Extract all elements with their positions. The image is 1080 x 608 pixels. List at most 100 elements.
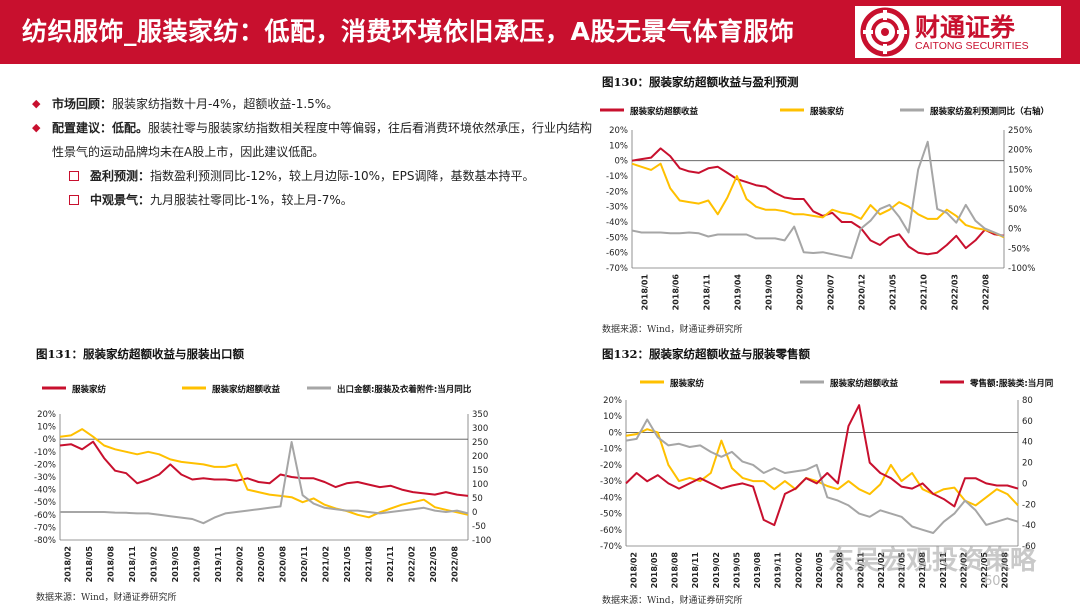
y2-tick-label: 60 [1022,417,1033,427]
y-tick-label: -60% [606,249,628,259]
x-tick-label: 2019/02 [712,552,721,588]
x-tick-label: 2018/08 [671,552,680,588]
legend-label: 服装家纺 [670,378,705,389]
x-tick-label: 2022/05 [980,552,989,588]
diamond-bullet-icon: ◆ [32,97,41,110]
legend-label: 服装家纺 [72,384,107,395]
y2-tick-label: -100 [472,536,491,546]
x-tick-label: 2022/05 [429,546,438,583]
x-tick-label: 2020/02 [796,274,805,310]
bullet-market-review: ◆ 市场回顾：服装家纺指数十月-4%，超额收益-1.5%。 [32,92,597,116]
x-tick-label: 2020/12 [858,274,867,310]
x-tick-label: 2020/02 [794,552,803,588]
x-tick-label: 2022/02 [407,546,416,582]
x-tick-label: 2019/08 [193,546,202,583]
series-line [631,147,1005,256]
y-tick-label: 10% [37,423,56,433]
x-tick-label: 2018/06 [672,274,681,311]
series-line [60,441,469,525]
x-tick-label: 2021/02 [877,552,886,588]
y2-tick-label: 100 [472,480,488,490]
chart-fig132: 服装家纺 服装家纺超额收益 零售额:服装类:当月同比 20% 10% 0% -10% -20%… [600,378,1054,588]
x-tick-label: 2020/08 [278,546,287,583]
x-tick-label: 2018/05 [650,552,659,588]
bullet-label: 配置建议：低配。 [52,121,149,135]
legend-label: 零售额:服装类:当月同比 [969,378,1054,389]
x-tick-label: 2019/09 [765,274,774,311]
y2-tick-label: 200% [1008,146,1032,156]
x-tick-label: 2018/11 [703,274,712,311]
series-line [625,404,1019,527]
series-line [625,418,1019,534]
legend-label: 服装家纺 [810,106,845,117]
x-tick-label: 2021/05 [343,546,352,583]
bullet-text: 服装家纺指数十月-4%，超额收益-1.5%。 [112,97,339,111]
diamond-bullet-icon: ◆ [32,121,41,134]
y-tick-label: -20% [34,460,56,470]
x-tick-label: 2021/02 [321,546,330,582]
series-line [631,162,1005,239]
y2-tick-label: 20 [1022,459,1033,469]
x-tick-label: 2018/11 [128,546,137,583]
x-tick-label: 2022/08 [982,274,991,311]
y-tick-label: -10% [606,172,628,182]
y-tick-label: -40% [34,486,56,496]
x-tick-label: 2019/08 [753,552,762,588]
y-tick-label: -30% [606,203,628,213]
chart-source-fig131: 数据来源：Wind，财通证券研究所 [36,593,177,603]
series-line [59,440,469,497]
legend-label: 服装家纺超额收益 [630,106,699,117]
y2-tick-label: -50% [1008,244,1030,254]
chart-title-fig130: 图130：服装家纺超额收益与盈利预测 [602,75,799,89]
bullet-text: 服装社零与服装家纺指数相关程度中等偏弱，往后看消费环境依然承压，行业内结构性景气… [52,121,593,159]
chart-source-fig132: 数据来源：Wind，财通证券研究所 [602,596,743,606]
x-tick-label: 2020/11 [300,546,309,583]
y2-tick-label: 150 [472,466,488,476]
x-tick-label: 2020/07 [827,274,836,310]
bullet-label: 市场回顾： [52,97,113,111]
y-tick-label: 20% [603,396,622,406]
x-tick-label: 2020/05 [257,546,266,583]
x-tick-label: 2018/08 [107,546,116,583]
y2-tick-label: 0% [1008,225,1022,235]
logo-text-en: CAITONG SECURITIES [915,40,1029,52]
x-tick-label: 2022/08 [450,546,459,583]
y2-tick-label: 80 [1022,396,1033,406]
x-tick-label: 2021/05 [898,552,907,588]
x-tick-label: 2020/08 [836,552,845,588]
y-tick-label: -50% [606,233,628,243]
y2-tick-label: 0 [472,508,477,518]
chart-fig130: 服装家纺超额收益 服装家纺 服装家纺盈利预测同比（右轴） 20% 10% 0% -10% -2… [600,106,1049,311]
y-tick-label: 20% [609,126,628,136]
legend-label: 出口金额:服装及衣着附件:当月同比 [337,384,472,395]
sub-bullet-earnings: 盈利预测：指数盈利预测同比-12%，较上月边际-10%，EPS调降，基数基本持平… [32,164,597,188]
y-tick-label: -20% [600,461,622,471]
y2-tick-label: 250 [472,438,488,448]
y-tick-label: 20% [37,410,56,420]
y2-tick-label: 250% [1008,126,1032,136]
y-tick-label: -70% [600,542,622,552]
x-tick-label: 2018/11 [691,552,700,588]
series-line [631,140,1005,260]
sub-bullet-text: 九月服装社零同比-1%，较上月-7%。 [150,193,353,207]
summary-bullets: ◆ 市场回顾：服装家纺指数十月-4%，超额收益-1.5%。 ◆ 配置建议：低配。… [32,92,597,212]
y2-tick-label: -40 [1022,521,1036,531]
y-tick-label: -10% [34,448,56,458]
x-tick-label: 2021/11 [386,546,395,583]
y-tick-label: -70% [34,523,56,533]
x-tick-label: 2019/11 [774,552,783,588]
y2-tick-label: 50% [1008,205,1027,215]
y-tick-label: -50% [600,510,622,520]
x-tick-label: 2021/08 [918,552,927,588]
x-tick-label: 2019/05 [171,546,180,583]
sub-bullet-meso: 中观景气：九月服装社零同比-1%，较上月-7%。 [32,188,597,212]
sub-bullet-text: 指数盈利预测同比-12%，较上月边际-10%，EPS调降，基数基本持平。 [150,169,535,183]
x-tick-label: 2022/08 [1001,552,1010,588]
y-tick-label: 0% [43,435,57,445]
sub-bullet-label: 中观景气： [90,193,151,207]
y2-tick-label: 350 [472,410,488,420]
x-tick-label: 2019/05 [732,552,741,588]
square-bullet-icon [69,195,79,205]
y-tick-label: -60% [600,526,622,536]
y-tick-label: -40% [606,218,628,228]
